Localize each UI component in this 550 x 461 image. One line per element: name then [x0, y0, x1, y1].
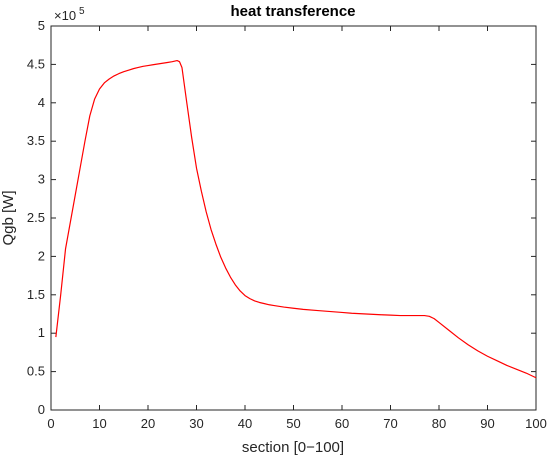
x-tick-label: 20	[141, 416, 155, 431]
x-tick-label: 30	[189, 416, 203, 431]
x-axis-label: section [0−100]	[242, 439, 344, 456]
y-tick-label: 3	[38, 172, 45, 187]
y-exponent-power: 5	[79, 6, 85, 17]
x-tick-label: 10	[92, 416, 106, 431]
x-tick-label: 90	[480, 416, 494, 431]
series-layer	[55, 59, 537, 379]
plot-area	[50, 25, 537, 411]
y-tick-label: 2.5	[27, 210, 45, 225]
y-axis: 0 0.5 1 1.5 2 2.5 3 3.5 4 4.5 5	[27, 18, 536, 417]
x-tick-label: 70	[383, 416, 397, 431]
x-tick-label: 50	[286, 416, 300, 431]
y-tick-label: 2	[38, 248, 45, 263]
x-tick-label: 60	[335, 416, 349, 431]
y-tick-label: 1.5	[27, 287, 45, 302]
x-tick-label: 80	[432, 416, 446, 431]
x-axis: 0 10 20 30 40 50 60 70 80 90 100	[47, 26, 547, 431]
x-tick-label: 40	[238, 416, 252, 431]
series-line-0	[55, 59, 537, 379]
y-tick-label: 3.5	[27, 133, 45, 148]
y-tick-label: 1	[38, 325, 45, 340]
y-tick-label: 0	[38, 402, 45, 417]
x-tick-label: 100	[525, 416, 547, 431]
y-tick-label: 4.5	[27, 56, 45, 71]
y-exponent-base: ×10	[54, 8, 76, 23]
y-tick-label: 5	[38, 18, 45, 33]
x-tick-label: 0	[47, 416, 54, 431]
y-axis-label: Qgb [W]	[0, 190, 17, 245]
chart-title: heat transference	[230, 3, 355, 20]
y-tick-label: 4	[38, 95, 45, 110]
y-axis-exponent: ×10 5	[54, 6, 85, 23]
y-tick-label: 0.5	[27, 364, 45, 379]
